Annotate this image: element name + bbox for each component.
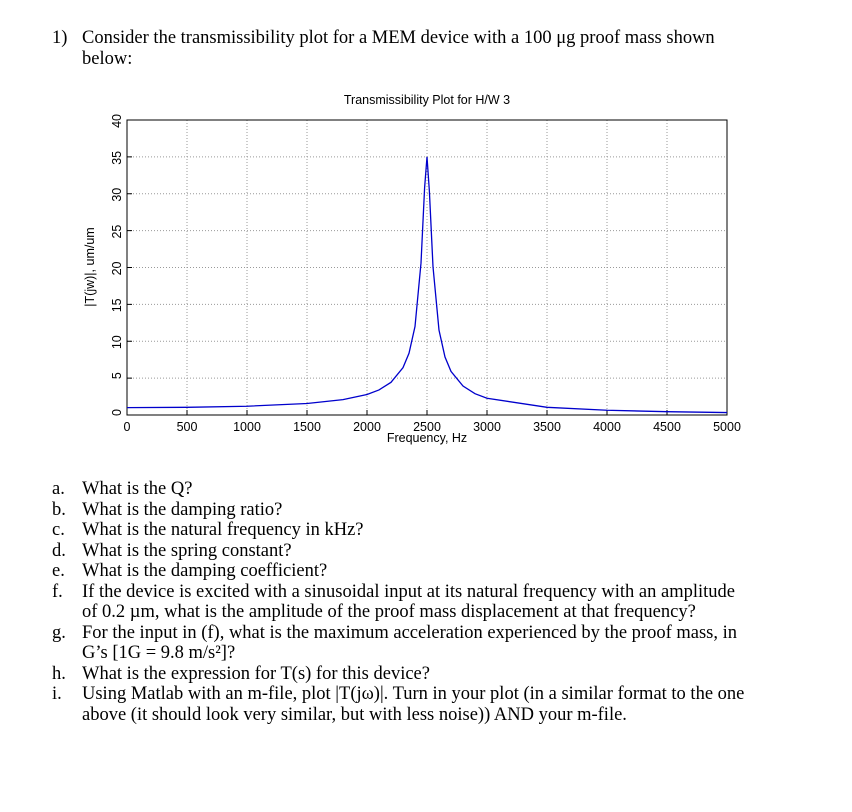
problem: 1) Consider the transmissibility plot fo… — [52, 28, 722, 70]
question-label: i. — [52, 684, 62, 704]
chart: Transmissibility Plot for H/W 3 Frequenc… — [83, 93, 741, 445]
question-text: Using Matlab with an m-file, plot |T(jω)… — [82, 684, 745, 725]
question: i. Using Matlab with an m-file, plot |T(j… — [52, 684, 747, 725]
data-line — [126, 156, 728, 414]
question: d. What is the spring constant? — [52, 541, 747, 562]
y-tick-label: 25 — [110, 225, 124, 239]
x-tick-label: 1500 — [293, 420, 321, 434]
x-tick-label: 3500 — [533, 420, 561, 434]
x-tick-label: 3000 — [473, 420, 501, 434]
y-tick-label: 35 — [110, 151, 124, 165]
y-tick-label: 30 — [110, 188, 124, 202]
y-tick-label: 15 — [110, 298, 124, 312]
question-text: What is the damping ratio? — [82, 499, 283, 520]
question-label: c. — [52, 520, 65, 540]
question-label: h. — [52, 663, 66, 684]
plot-frame — [126, 119, 728, 416]
x-tick-label: 4500 — [653, 420, 681, 434]
x-tick-label: 5000 — [713, 420, 741, 434]
question-text: What is the natural frequency in kHz? — [82, 520, 364, 540]
question-label: e. — [52, 561, 65, 581]
question-label: a. — [52, 479, 65, 499]
question-text: What is the expression for T(s) for this… — [82, 663, 430, 684]
question-text: What is the Q? — [82, 479, 193, 499]
question-text: What is the damping coefficient? — [82, 561, 328, 581]
x-tick-label: 2500 — [413, 420, 441, 434]
y-axis-label: |T(jw)|, um/um — [83, 227, 97, 306]
question-label: d. — [52, 540, 66, 561]
question: c. What is the natural frequency in kHz? — [52, 520, 747, 541]
question-list: a. What is the Q? b. What is the damping ra… — [52, 479, 747, 725]
question-text: For the input in (f), what is the maximu… — [82, 622, 738, 664]
question: e. What is the damping coefficient? — [52, 561, 747, 582]
y-tick-label: 40 — [110, 114, 124, 128]
x-tick-label: 2000 — [353, 420, 381, 434]
question-text: What is the spring constant? — [82, 540, 292, 561]
problem-number: 1) — [52, 28, 68, 48]
question: f. If the device is excited with a sinuso… — [52, 582, 747, 623]
problem-text: Consider the transmissibility plot for a… — [82, 28, 715, 69]
x-tick-label: 1000 — [233, 420, 261, 434]
question: b. What is the damping ratio? — [52, 500, 747, 521]
question: h. What is the expression for T(s) for th… — [52, 664, 747, 685]
y-tick-label: 10 — [110, 335, 124, 349]
x-tick-label: 4000 — [593, 420, 621, 434]
chart-title: Transmissibility Plot for H/W 3 — [344, 93, 510, 107]
question-label: g. — [52, 622, 66, 643]
question-label: f. — [52, 581, 63, 602]
question: a. What is the Q? — [52, 479, 747, 500]
x-axis-label: Frequency, Hz — [387, 431, 467, 445]
x-tick-label: 0 — [124, 420, 131, 434]
question-label: b. — [52, 499, 66, 520]
y-tick-label: 20 — [110, 261, 124, 275]
x-tick-label: 500 — [177, 420, 198, 434]
y-tick-label: 5 — [110, 372, 124, 379]
question-text: If the device is excited with a sinusoid… — [82, 581, 735, 623]
y-tick-label: 0 — [110, 409, 124, 416]
question: g. For the input in (f), what is the maxi… — [52, 623, 747, 664]
